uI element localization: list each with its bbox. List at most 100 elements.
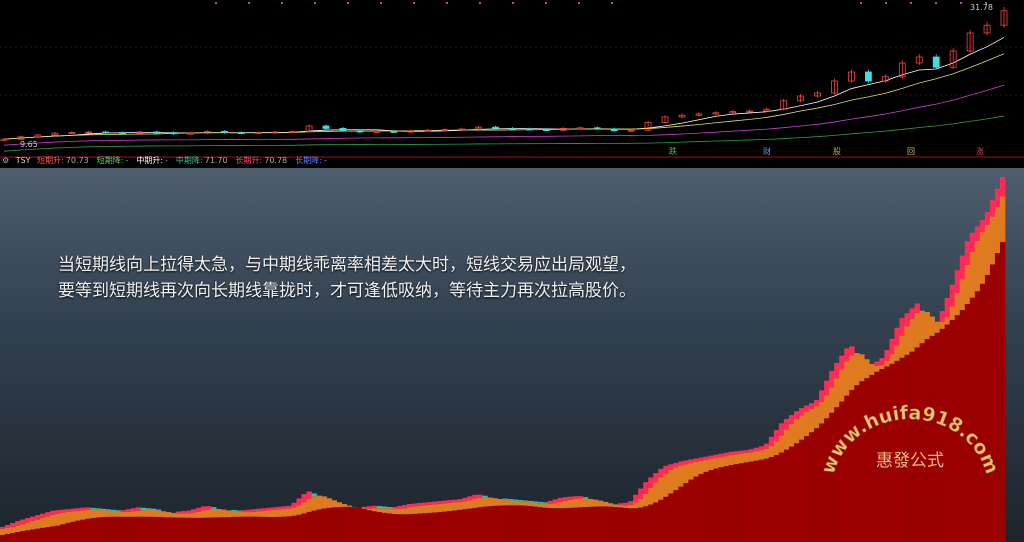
mid-term-bar bbox=[211, 508, 217, 518]
signal-dot bbox=[380, 2, 382, 4]
short-term-bar bbox=[301, 494, 307, 503]
mid-term-bar bbox=[572, 498, 579, 508]
short-term-bar bbox=[482, 495, 488, 498]
caption: 当短期线向上拉得太急，与中期线乖离率相差太大时，短线交易应出局观望， 要等到短期… bbox=[58, 252, 636, 304]
long-term-bar bbox=[487, 506, 493, 542]
signal-dot bbox=[545, 2, 547, 4]
long-term-bar bbox=[180, 517, 187, 542]
long-term-bar bbox=[296, 514, 302, 542]
long-term-bar bbox=[979, 283, 986, 542]
mid-term-bar bbox=[447, 502, 453, 512]
short-term-bar bbox=[527, 500, 533, 503]
mid-term-bar bbox=[20, 524, 26, 532]
candle bbox=[153, 131, 160, 134]
short-term-bar bbox=[522, 500, 528, 502]
mid-term-bar bbox=[723, 456, 729, 467]
short-term-bar bbox=[211, 507, 217, 509]
mid-term-bar bbox=[70, 511, 76, 522]
short-term-bar bbox=[824, 380, 830, 396]
short-term-bar bbox=[994, 188, 1001, 208]
mid-term-bar bbox=[638, 498, 644, 508]
short-term-bar bbox=[547, 500, 554, 504]
candle bbox=[237, 132, 245, 135]
short-term-bar bbox=[633, 494, 639, 503]
long-term-bar bbox=[60, 524, 66, 542]
mid-term-bar bbox=[959, 279, 966, 310]
price-chart: 9.65 31.78 bbox=[0, 2, 1024, 158]
candle bbox=[475, 126, 482, 130]
long-term-bar bbox=[407, 514, 413, 542]
long-term-bar bbox=[351, 507, 358, 542]
short-term-bar bbox=[964, 241, 971, 265]
event-marker[interactable]: 回 bbox=[907, 147, 915, 156]
long-term-bar bbox=[864, 378, 870, 542]
mid-term-bar bbox=[643, 493, 649, 507]
long-term-bar bbox=[482, 506, 488, 542]
short-term-bar bbox=[30, 516, 36, 521]
long-term-bar bbox=[432, 512, 438, 542]
short-term-bar bbox=[462, 497, 468, 502]
mid-term-bar bbox=[407, 507, 413, 515]
mid-term-bar bbox=[743, 452, 750, 463]
short-term-bar bbox=[688, 459, 694, 464]
mid-term-bar bbox=[954, 293, 961, 316]
mid-term-bar bbox=[331, 500, 337, 508]
long-term-bar bbox=[467, 508, 473, 542]
long-term-bar bbox=[502, 505, 508, 542]
long-term-bar bbox=[798, 439, 805, 542]
long-term-bar bbox=[271, 517, 277, 542]
indicator-item: 中期降: 71.70 bbox=[176, 156, 232, 165]
mid-term-bar bbox=[517, 501, 523, 506]
candle bbox=[593, 127, 601, 130]
short-term-bar bbox=[969, 232, 976, 252]
long-term-bar bbox=[884, 366, 890, 542]
settings-icon[interactable]: ⚙ bbox=[2, 156, 10, 165]
long-term-bar bbox=[824, 418, 830, 542]
long-term-bar bbox=[266, 516, 272, 542]
mid-term-bar bbox=[135, 510, 141, 517]
long-term-bar bbox=[105, 516, 111, 542]
mid-term-bar bbox=[527, 502, 533, 507]
mid-term-bar bbox=[809, 408, 815, 433]
candle bbox=[373, 130, 381, 133]
event-marker[interactable]: 股 bbox=[833, 147, 841, 156]
mid-term-bar bbox=[718, 457, 724, 468]
long-term-bar bbox=[241, 516, 247, 542]
long-term-bar bbox=[889, 363, 895, 542]
short-term-bar bbox=[723, 452, 729, 457]
mid-term-bar bbox=[507, 500, 513, 506]
mid-term-bar bbox=[396, 508, 403, 515]
long-term-bar bbox=[658, 499, 664, 542]
short-term-bar bbox=[778, 423, 785, 436]
mid-term-bar bbox=[824, 395, 830, 419]
short-term-bar bbox=[70, 508, 76, 512]
long-term-bar bbox=[542, 507, 549, 542]
short-term-bar bbox=[944, 298, 951, 317]
long-term-bar bbox=[909, 351, 915, 542]
short-term-bar bbox=[75, 508, 81, 511]
short-term-bar bbox=[246, 509, 252, 513]
long-term-bar bbox=[160, 517, 167, 542]
candle bbox=[949, 50, 957, 68]
event-marker[interactable]: 涨 bbox=[976, 147, 984, 156]
long-term-bar bbox=[371, 511, 378, 542]
short-term-bar bbox=[231, 509, 237, 512]
mid-term-bar bbox=[728, 455, 734, 466]
short-term-bar bbox=[788, 415, 795, 424]
long-term-bar bbox=[683, 483, 689, 542]
mid-term-bar bbox=[226, 510, 232, 518]
long-term-bar bbox=[653, 502, 659, 542]
event-marker[interactable]: 跌 bbox=[669, 147, 677, 156]
mid-term-bar bbox=[321, 496, 327, 509]
short-term-bar bbox=[190, 509, 197, 513]
long-term-bar bbox=[819, 423, 825, 542]
event-marker[interactable]: 财 bbox=[763, 147, 771, 156]
candle bbox=[814, 92, 821, 97]
short-term-bar bbox=[678, 461, 684, 466]
candle bbox=[559, 127, 567, 131]
long-term-bar bbox=[140, 516, 147, 542]
signal-dot bbox=[611, 2, 613, 4]
short-term-bar bbox=[663, 465, 669, 474]
long-term-bar bbox=[638, 507, 644, 542]
short-term-bar bbox=[381, 506, 388, 509]
